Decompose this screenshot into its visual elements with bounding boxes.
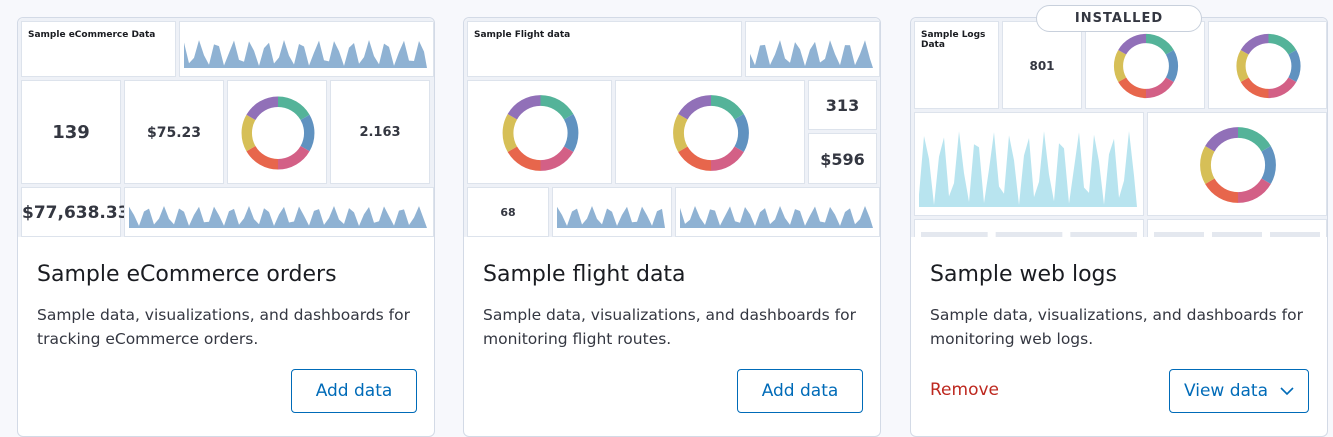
button-label: Add data [761,381,839,401]
preview-metric: 2.163 [359,125,401,141]
card-title: Sample web logs [930,262,1117,287]
preview-panel: Sample Logs Data [914,21,999,109]
sample-card: Sample Flight data 313 $596 68 Sample flight… [463,17,881,437]
preview-panel [914,219,1144,237]
sample-card: Sample Logs Data 801 Sample web logs Sample… [910,5,1328,437]
card-button[interactable]: Add data [291,369,417,413]
preview-panel: $77,638.33 [21,187,130,237]
preview-metric: 139 [52,122,90,144]
preview-chart [1113,33,1179,99]
preview-metric: $77,638.33 [22,202,130,223]
preview-heading: Sample Logs Data [921,30,986,50]
preview-panel: 68 [467,187,549,237]
preview-panel [179,21,434,77]
preview-chart [750,40,873,68]
preview-panel: 2.163 [330,80,430,184]
preview-panel: Sample Flight data [467,21,742,77]
preview-panel [227,80,327,184]
preview-metric: 68 [500,206,516,220]
preview-chart [673,95,749,171]
sample-card: Sample eCommerce Data 139 $75.23 2.163 $77,6… [17,17,435,437]
preview-metric: 801 [1029,58,1055,73]
remove-link[interactable]: Remove [930,380,999,400]
preview-panel: Sample eCommerce Data [21,21,176,77]
dashboard-preview: Sample eCommerce Data 139 $75.23 2.163 $77,6… [18,18,434,237]
preview-chart [1236,33,1301,99]
dashboard-preview: Sample Flight data 313 $596 68 [464,18,880,237]
preview-metric: $75.23 [146,124,202,141]
preview-panel [467,80,612,184]
preview-chart [921,232,1137,237]
preview-panel [615,80,805,184]
button-label: View data [1183,381,1269,401]
card-description: Sample data, visualizations, and dashboa… [930,306,1303,348]
preview-panel: 139 [21,80,121,184]
preview-chart [680,206,873,228]
preview-metric: 313 [825,96,860,116]
preview-panel [914,112,1144,216]
preview-panel: $75.23 [124,80,224,184]
preview-panel [552,187,672,237]
preview-panel [1147,219,1327,237]
card-description: Sample data, visualizations, and dashboa… [483,306,856,348]
preview-chart [1154,232,1320,237]
button-label: Add data [315,381,393,401]
preview-chart [502,95,579,171]
preview-chart [919,131,1137,207]
card-button[interactable]: Add data [737,369,863,413]
preview-panel [1208,21,1327,109]
card-description: Sample data, visualizations, and dashboa… [37,306,410,348]
card-button[interactable]: View data [1169,369,1309,413]
preview-panel [1147,112,1327,216]
preview-panel: 801 [1002,21,1082,109]
preview-chart [1200,127,1276,203]
preview-panel [1085,21,1205,109]
preview-metric: $596 [820,149,865,169]
preview-chart [557,206,665,228]
preview-heading: Sample Flight data [474,30,571,40]
preview-panel [745,21,880,77]
card-title: Sample eCommerce orders [37,262,337,287]
dashboard-preview: Sample Logs Data 801 [911,18,1327,237]
card-title: Sample flight data [483,262,686,287]
installed-badge: INSTALLED [1036,5,1202,32]
preview-panel: $596 [808,133,877,184]
preview-panel [675,187,880,237]
preview-heading: Sample eCommerce Data [28,30,156,40]
preview-chart [184,40,427,68]
preview-chart [129,206,427,228]
chevron-icon [1280,387,1294,396]
preview-panel [124,187,434,237]
preview-chart [241,96,315,170]
preview-panel: 313 [808,80,877,130]
